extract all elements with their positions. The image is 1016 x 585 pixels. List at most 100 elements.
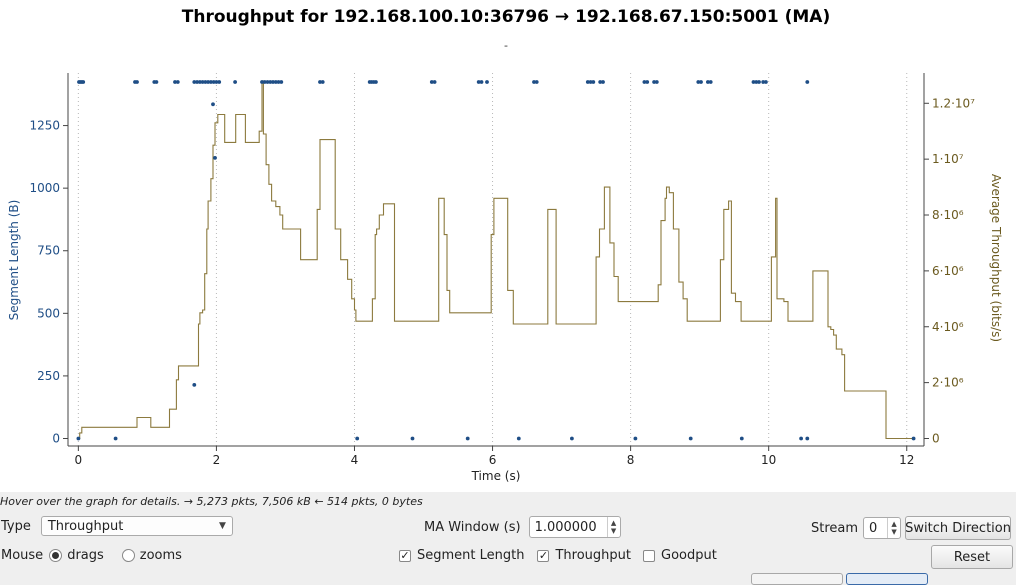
segment-point [211,102,215,107]
segment-point [173,80,177,84]
segment-point [570,436,574,441]
segment-point [805,436,810,441]
segment-point [598,80,603,84]
x-tick-label: 2 [213,453,221,467]
ma-window-value: 1.000000 [534,519,597,535]
x-tick-label: 4 [351,453,359,467]
chevron-down-icon: ▼ [218,521,226,531]
ma-window-row: MA Window (s) 1.000000 ▲ ▼ [424,516,621,538]
segment-point [652,80,656,84]
segment-point [429,80,434,84]
segment-point [203,80,208,84]
goodput-label[interactable]: Goodput [661,548,717,563]
right-axis-label: Average Throughput (bits/s) [989,174,1003,342]
ma-window-spinbox[interactable]: 1.000000 ▲ ▼ [528,516,621,538]
segment-point [601,80,605,84]
type-select[interactable]: Throughput ▼ [40,516,233,536]
segment-point [214,80,219,84]
segment-point [209,80,213,84]
axes [67,73,925,447]
mouse-zooms-label[interactable]: zooms [139,548,182,563]
segment-point [432,80,437,84]
segment-point [320,80,325,84]
segment-length-label[interactable]: Segment Length [417,548,525,563]
status-hint: Hover over the graph for details. → 5,27… [0,495,423,508]
segment-point [633,436,638,441]
switch-direction-button[interactable]: Switch Direction [905,516,1012,540]
type-value: Throughput [47,518,124,534]
segment-point [76,436,81,441]
segment-point [751,80,756,84]
right-tick-label: 1·10⁷ [932,152,964,166]
segment-point [154,80,159,84]
x-tick-label: 12 [899,453,914,467]
chart-subtitle: - [504,39,508,52]
ma-window-label: MA Window (s) [424,519,521,535]
visibility-row: ✓ Segment Length ✓ Throughput Goodput [399,548,717,563]
left-axis-label: Segment Length (B) [7,200,21,321]
stream-label: Stream [811,520,859,536]
segment-point [213,156,217,160]
segment-point [688,436,693,441]
segment-point [532,80,536,84]
throughput-line [78,80,914,440]
segment-point [479,80,484,84]
x-tick-label: 6 [489,453,497,467]
stream-spinbox[interactable]: 0 ▲ ▼ [863,517,902,539]
segment-point [754,80,759,84]
segment-point [588,80,593,84]
segment-point [355,436,360,441]
segment-point [260,80,264,84]
segment-point [642,80,647,84]
segment-length-checkbox[interactable]: ✓ [399,549,411,562]
segment-point [696,80,701,84]
x-tick-label: 0 [75,453,83,467]
throughput-label[interactable]: Throughput [555,548,631,563]
spin-arrows-icon[interactable]: ▲ ▼ [606,517,620,537]
segment-point [374,80,378,84]
segment-point [271,80,275,84]
bottom-button-left[interactable] [751,573,843,585]
throughput-chart[interactable]: Throughput for 192.168.100.10:36796 → 19… [0,0,1016,492]
x-tick-label: 8 [627,453,635,467]
mouse-row: Mouse drags zooms [1,548,182,563]
mouse-drags-label[interactable]: drags [67,548,104,563]
stream-value: 0 [869,520,878,536]
segment-point [585,80,590,84]
segment-point [192,80,197,84]
spin-arrows-icon[interactable]: ▲ ▼ [887,518,900,538]
graph-area[interactable]: Throughput for 192.168.100.10:36796 → 19… [0,0,1016,492]
segment-point [113,436,118,441]
type-row: Type Throughput ▼ [1,516,233,536]
bottom-button-right[interactable] [846,573,928,585]
mouse-zooms-radio[interactable] [121,549,135,562]
segment-point [757,80,761,84]
throughput-checkbox[interactable]: ✓ [537,549,550,562]
segment-point [175,80,180,84]
segment-point [591,80,596,84]
reset-button[interactable]: Reset [931,545,1013,569]
segment-point [911,436,916,441]
segment-point [739,436,744,441]
left-tick-label: 1250 [29,119,60,133]
segment-point [198,80,202,84]
segment-point [645,80,650,84]
mouse-drags-radio[interactable] [49,549,63,562]
segment-point [534,80,539,84]
segment-point [200,80,205,84]
segment-point [476,80,481,84]
x-axis-label: Time (s) [471,469,521,483]
left-tick-label: 500 [37,306,60,320]
right-tick-label: 0 [932,431,940,445]
segment-point [706,80,710,84]
goodput-checkbox[interactable] [643,549,655,562]
right-tick-label: 6·10⁶ [932,264,964,278]
segment-series [76,80,916,441]
segment-point [761,80,766,84]
segment-point [764,80,768,84]
segment-point [465,436,470,441]
right-tick-label: 1.2·10⁷ [932,96,975,110]
segment-point [206,80,211,84]
chart-title: Throughput for 192.168.100.10:36796 → 19… [182,7,830,27]
segment-point [268,80,273,84]
